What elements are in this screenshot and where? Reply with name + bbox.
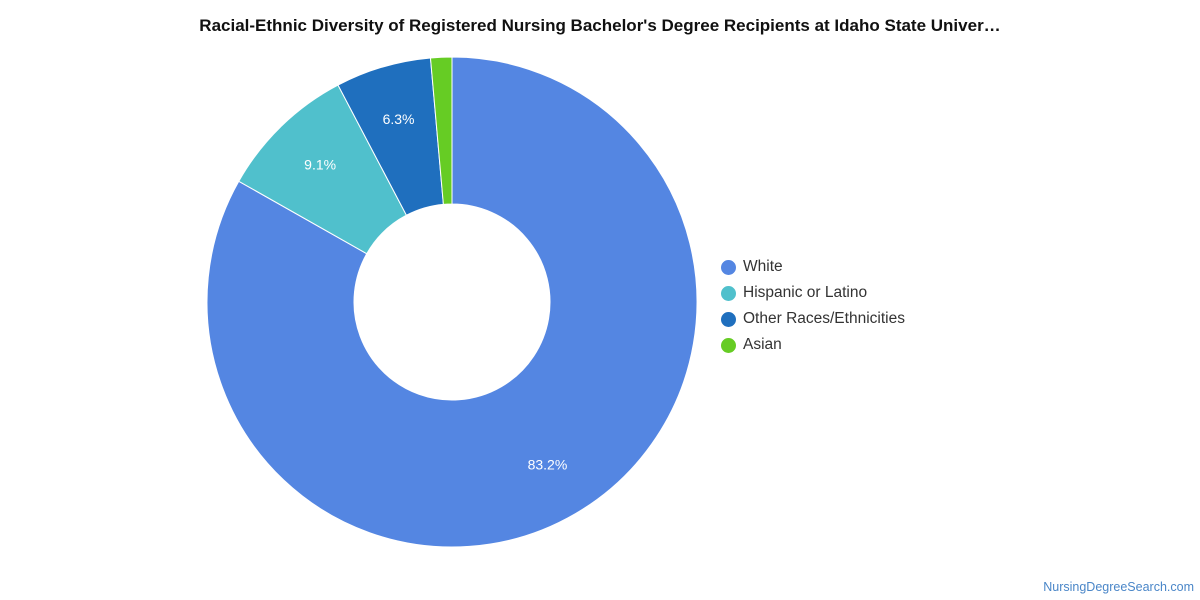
chart-legend: White Hispanic or Latino Other Races/Eth… — [721, 254, 905, 358]
site-credit-link[interactable]: NursingDegreeSearch.com — [1043, 580, 1194, 594]
legend-item-other-races[interactable]: Other Races/Ethnicities — [721, 306, 905, 332]
legend-label: Asian — [743, 336, 782, 353]
legend-label: Hispanic or Latino — [743, 284, 868, 301]
slice-label-other-races: 6.3% — [383, 111, 415, 127]
slice-label-hispanic-or-latino: 9.1% — [304, 157, 336, 173]
legend-swatch-other-icon — [721, 311, 736, 327]
legend-item-white[interactable]: White — [721, 254, 905, 280]
legend-item-hispanic-or-latino[interactable]: Hispanic or Latino — [721, 280, 905, 306]
legend-label: Other Races/Ethnicities — [743, 310, 905, 327]
legend-swatch-hispanic-icon — [721, 285, 736, 301]
donut-slice-white[interactable] — [206, 56, 698, 548]
legend-label: White — [743, 258, 783, 275]
legend-swatch-white-icon — [721, 259, 736, 275]
chart-title: Racial-Ethnic Diversity of Registered Nu… — [199, 16, 1001, 35]
legend-swatch-asian-icon — [721, 337, 736, 353]
slice-label-white: 83.2% — [528, 456, 568, 472]
donut-slice-asian[interactable] — [429, 56, 453, 205]
legend-item-asian[interactable]: Asian — [721, 332, 905, 358]
